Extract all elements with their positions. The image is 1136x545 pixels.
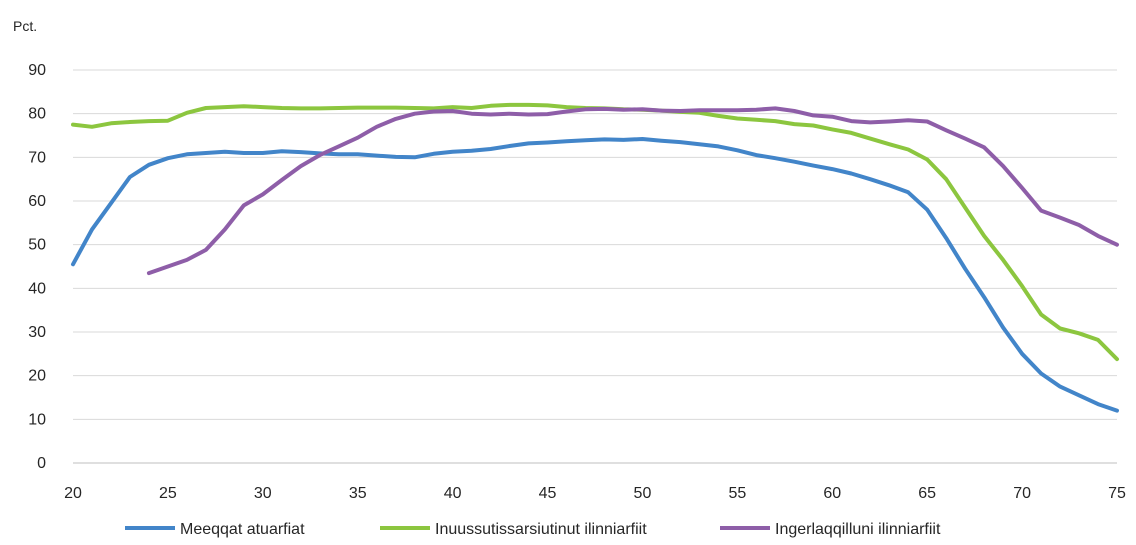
y-tick-labels: 0 10 20 30 40 50 60 70 80 90 [28,62,46,472]
y-tick-label: 70 [28,149,46,166]
y-tick-label: 50 [28,237,46,254]
x-tick-label: 25 [159,485,177,502]
y-tick-label: 40 [28,280,46,297]
x-tick-label: 60 [823,485,841,502]
y-tick-label: 90 [28,62,46,79]
gridlines [73,69,1117,420]
x-tick-label: 30 [254,485,272,502]
x-tick-labels: 20 25 30 35 40 45 50 55 60 65 70 75 [64,485,1126,502]
x-tick-label: 50 [634,485,652,502]
legend-label-3: Ingerlaqqilluni ilinniarfiit [775,521,941,538]
series-lines [71,102,1119,413]
legend: Meeqqat atuarfiat Inuussutissarsiutinut i… [125,521,941,538]
x-tick-label: 65 [918,485,936,502]
series-line-3 [146,106,1119,276]
x-tick-label: 55 [728,485,746,502]
y-tick-label: 0 [37,455,46,472]
unit-label: Pct. [13,18,37,34]
y-tick-label: 20 [28,368,46,385]
series-line-1 [71,137,1119,413]
x-tick-label: 40 [444,485,462,502]
x-tick-label: 70 [1013,485,1031,502]
y-tick-label: 30 [28,324,46,341]
y-tick-label: 60 [28,193,46,210]
series-line-2 [71,102,1119,362]
legend-label-2: Inuussutissarsiutinut ilinniarfiit [435,521,647,538]
x-tick-label: 75 [1108,485,1126,502]
x-tick-label: 35 [349,485,367,502]
x-tick-label: 20 [64,485,82,502]
x-tick-label: 45 [539,485,557,502]
y-tick-label: 10 [28,411,46,428]
legend-label-1: Meeqqat atuarfiat [180,521,305,538]
y-tick-label: 80 [28,106,46,123]
